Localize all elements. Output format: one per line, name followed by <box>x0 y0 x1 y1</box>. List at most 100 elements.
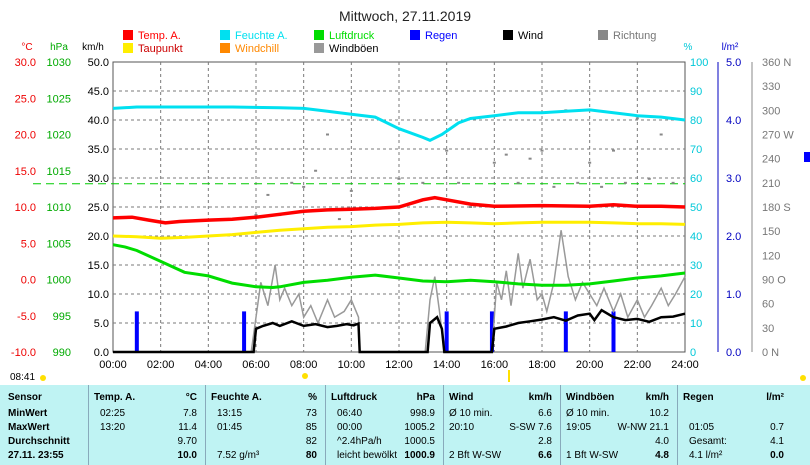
tick-dir: 210 <box>762 178 780 190</box>
row-value: 73 <box>305 408 317 419</box>
direction-point <box>504 153 508 156</box>
row-label: MaxWert <box>8 422 50 433</box>
table-column: Temp. A. °C 02:25 7.8 13:20 11.4 9.70 10.0 <box>88 385 205 465</box>
legend-label-taupunkt: Taupunkt <box>138 43 183 55</box>
tick-kmh: 50.0 <box>88 57 109 69</box>
tick-pct: 10 <box>690 318 702 330</box>
sun-icon <box>40 375 46 381</box>
x-tick: 12:00 <box>385 359 413 370</box>
axis-title-rain: l/m² <box>722 42 739 53</box>
legend-swatch-luftdruck <box>314 30 324 40</box>
row-detail: 06:40 <box>337 408 363 419</box>
direction-point <box>516 181 520 184</box>
column-unit: °C <box>185 392 197 403</box>
column-title: Wind <box>449 392 474 403</box>
tick-temp: 0.0 <box>21 275 36 287</box>
row-detail: 01:45 <box>217 422 243 433</box>
direction-point <box>635 117 639 120</box>
direction-point <box>647 177 651 180</box>
weather-chart: Mittwoch, 27.11.2019 Temp. A. Feuchte A. L… <box>11 8 810 370</box>
column-title: Sensor <box>8 392 42 403</box>
row-value: 998.9 <box>409 408 435 419</box>
direction-point <box>314 169 318 172</box>
tick-kmh: 30.0 <box>88 173 109 185</box>
row-detail: 20:10 <box>449 422 475 433</box>
x-tick: 22:00 <box>624 359 652 370</box>
tick-kmh: 0.0 <box>94 347 109 359</box>
legend-label-windboeen: Windböen <box>329 43 379 55</box>
axis-title-temp: °C <box>21 42 32 53</box>
column-unit: hPa <box>416 392 435 403</box>
tick-rain: 5.0 <box>726 57 741 69</box>
direction-point <box>540 149 544 152</box>
row-value: 4.1 <box>770 436 784 447</box>
row-value: 1000.5 <box>404 436 435 447</box>
table-column: Sensor MinWert MaxWert Durchschnitt 27.11. 2… <box>0 385 88 465</box>
legend-label-temp: Temp. A. <box>138 30 181 42</box>
tick-hpa: 990 <box>53 347 71 359</box>
row-detail: 13:20 <box>100 422 126 433</box>
x-tick: 06:00 <box>242 359 270 370</box>
row-value: 80 <box>305 450 317 461</box>
legend-swatch-windboeen <box>314 43 324 53</box>
column-title: Regen <box>683 392 714 403</box>
column-unit: km/h <box>528 392 552 403</box>
x-tick: 04:00 <box>195 359 223 370</box>
direction-point <box>659 133 663 136</box>
direction-point <box>600 185 604 188</box>
direction-point <box>349 189 353 192</box>
right-ticks: 10090807060504030201005.04.03.02.01.00.0… <box>690 57 810 359</box>
tick-pct: 80 <box>690 115 702 127</box>
tick-pct: 60 <box>690 173 702 185</box>
tick-rain: 3.0 <box>726 173 741 185</box>
row-value: 0.7 <box>770 422 784 433</box>
tick-dir: 150 <box>762 226 780 238</box>
row-value: 4.0 <box>655 436 669 447</box>
tick-hpa: 1005 <box>47 238 71 250</box>
x-tick: 08:00 <box>290 359 318 370</box>
edge-bar <box>804 152 810 162</box>
tick-dir: 360 N <box>762 57 791 69</box>
row-value: 2.8 <box>538 436 552 447</box>
direction-point <box>302 185 306 188</box>
row-value: 11.4 <box>178 422 197 433</box>
direction-point <box>326 133 329 136</box>
column-separator <box>560 385 561 465</box>
tick-rain: 2.0 <box>726 231 741 243</box>
direction-point <box>671 181 675 184</box>
row-value: 1005.2 <box>404 422 435 433</box>
sunrise-marker <box>302 373 308 379</box>
row-detail: ^2.4hPa/h <box>337 436 382 447</box>
direction-point <box>552 185 556 188</box>
column-title: Windböen <box>566 392 615 403</box>
column-unit: km/h <box>645 392 669 403</box>
legend-swatch-windchill <box>220 43 230 53</box>
row-label: Durchschnitt <box>8 436 70 447</box>
x-tick: 20:00 <box>576 359 604 370</box>
tick-kmh: 45.0 <box>88 86 109 98</box>
tick-hpa: 1030 <box>47 57 71 69</box>
row-label: 27.11. 23:55 <box>8 450 64 461</box>
column-unit: % <box>308 392 317 403</box>
rain-bar <box>134 311 139 352</box>
row-detail: leicht bewölkt <box>337 450 398 461</box>
row-detail: 00:00 <box>337 422 363 433</box>
direction-point <box>492 161 496 164</box>
row-value: 4.8 <box>655 450 669 461</box>
legend-label-windchill: Windchill <box>235 43 279 55</box>
x-tick: 24:00 <box>671 359 699 370</box>
x-tick: 00:00 <box>99 359 127 370</box>
table-column: Luftdruck hPa 06:40 998.9 00:00 1005.2 ^2.4hPa… <box>325 385 443 465</box>
x-tick: 16:00 <box>481 359 509 370</box>
plot-area <box>112 105 686 354</box>
row-detail: Ø 10 min. <box>449 408 493 419</box>
legend-swatch-temp <box>123 30 133 40</box>
column-title: Temp. A. <box>94 392 136 403</box>
tick-kmh: 5.0 <box>94 318 109 330</box>
legend-swatch-taupunkt <box>123 43 133 53</box>
direction-point <box>254 214 258 217</box>
row-detail: Ø 10 min. <box>566 408 610 419</box>
tick-kmh: 15.0 <box>88 260 109 272</box>
direction-point <box>469 206 472 208</box>
row-detail: Gesamt: <box>689 436 727 447</box>
